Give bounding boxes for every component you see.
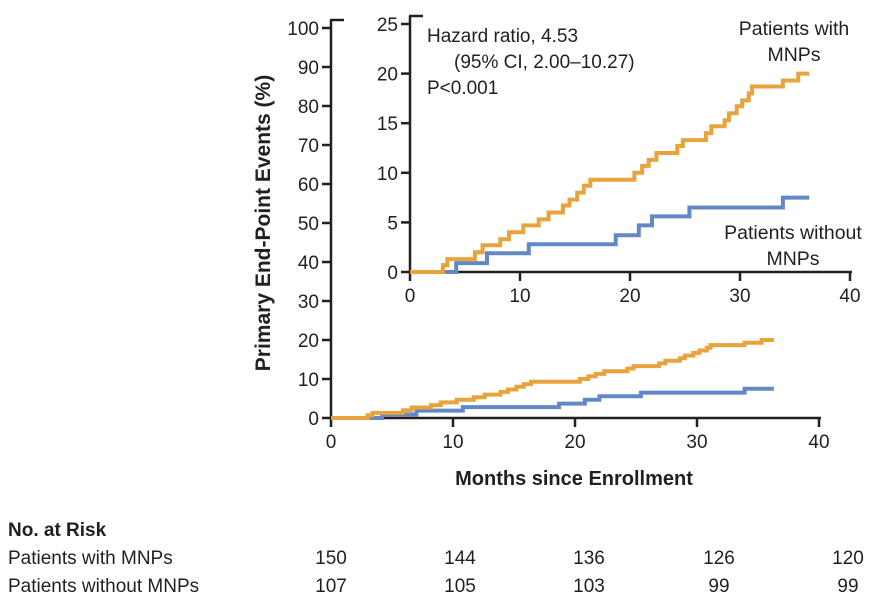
main-x-tick-label: 0 <box>326 432 337 453</box>
p-value-line: P<0.001 <box>427 78 499 99</box>
inset-y-tick-label: 15 <box>377 114 398 135</box>
series-label-without-mnps: Patients without MNPs <box>703 220 882 272</box>
hazard-ratio-annotation: Hazard ratio, 4.53 (95% CI, 2.00–10.27) … <box>427 24 635 102</box>
series-label-without-line2: MNPs <box>766 248 820 270</box>
risk-row-label-with-mnps: Patients with MNPs <box>8 548 173 569</box>
inset-curve-without-mnps <box>410 195 810 274</box>
hazard-ratio-line: Hazard ratio, 4.53 <box>427 26 579 47</box>
main-curve-with-mnps <box>331 338 774 420</box>
main-y-tick-label: 70 <box>298 136 319 157</box>
x-axis-label: Months since Enrollment <box>455 468 693 490</box>
main-y-tick-label: 40 <box>298 253 319 274</box>
confidence-interval-line: (95% CI, 2.00–10.27) <box>454 52 635 73</box>
risk-value: 99 <box>708 576 730 597</box>
main-x-tick-label: 20 <box>564 432 585 453</box>
inset-y-tick-label: 5 <box>387 213 398 234</box>
risk-row-label-without-mnps: Patients without MNPs <box>8 576 200 597</box>
main-y-tick-label: 100 <box>287 19 319 40</box>
main-y-tick-label: 10 <box>298 370 319 391</box>
y-axis-label: Primary End-Point Events (%) <box>252 74 275 372</box>
inset-y-tick-label: 0 <box>387 263 398 284</box>
inset-x-tick-label: 40 <box>839 286 860 307</box>
series-label-with-line2: MNPs <box>767 44 821 66</box>
main-curve-without-mnps <box>331 386 774 420</box>
risk-value: 105 <box>444 576 476 597</box>
inset-x-tick-label: 10 <box>509 286 530 307</box>
inset-y-tick-label: 20 <box>377 65 398 86</box>
risk-value: 144 <box>444 548 476 569</box>
inset-x-tick-label: 0 <box>405 286 416 307</box>
main-y-tick-label: 20 <box>298 331 319 352</box>
risk-value: 120 <box>832 548 864 569</box>
inset-y-tick-label: 25 <box>377 15 398 36</box>
inset-x-tick-label: 30 <box>729 286 750 307</box>
inset-x-tick-label: 20 <box>619 286 640 307</box>
main-y-tick-label: 80 <box>298 97 319 118</box>
risk-table-header: No. at Risk <box>8 520 107 541</box>
risk-value: 99 <box>837 576 859 597</box>
main-x-tick-label: 30 <box>686 432 707 453</box>
main-y-tick-label: 50 <box>298 214 319 235</box>
series-label-with-mnps: Patients with MNPs <box>710 16 878 68</box>
series-label-without-line1: Patients without <box>724 222 862 244</box>
main-y-tick-label: 30 <box>298 292 319 313</box>
risk-value: 136 <box>573 548 605 569</box>
risk-value: 126 <box>703 548 735 569</box>
main-y-tick-label: 0 <box>308 409 319 430</box>
risk-value: 103 <box>573 576 605 597</box>
main-y-tick-label: 90 <box>298 58 319 79</box>
main-y-tick-label: 60 <box>298 175 319 196</box>
inset-y-tick-label: 10 <box>377 164 398 185</box>
risk-value: 107 <box>315 576 347 597</box>
series-label-with-line1: Patients with <box>738 18 850 40</box>
risk-value: 150 <box>315 548 347 569</box>
inset-curve-with-mnps <box>410 71 810 274</box>
main-x-tick-label: 40 <box>808 432 829 453</box>
main-x-tick-label: 10 <box>442 432 463 453</box>
